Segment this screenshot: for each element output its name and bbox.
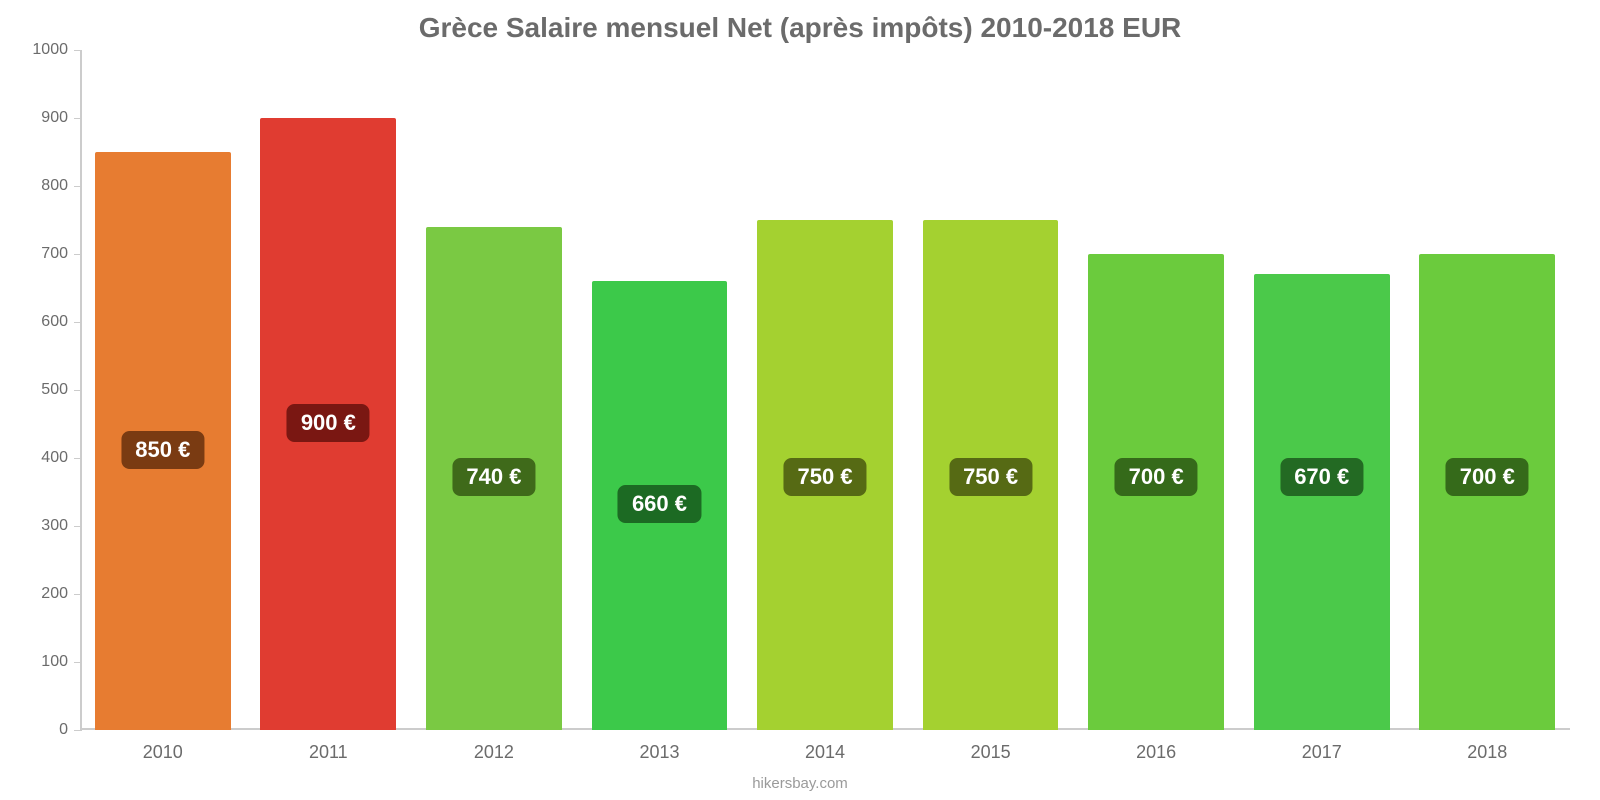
y-axis-label: 0 bbox=[59, 721, 68, 739]
y-axis-label: 600 bbox=[41, 313, 68, 331]
x-axis-label: 2013 bbox=[639, 742, 679, 763]
bar-slot: 750 €2015 bbox=[908, 50, 1074, 730]
bar-value-label: 670 € bbox=[1280, 458, 1363, 496]
bar-value-label: 700 € bbox=[1446, 458, 1529, 496]
bar-value-label: 900 € bbox=[287, 404, 370, 442]
x-axis-label: 2014 bbox=[805, 742, 845, 763]
chart-container: Grèce Salaire mensuel Net (après impôts)… bbox=[0, 0, 1600, 800]
y-axis-label: 700 bbox=[41, 245, 68, 263]
y-axis-label: 900 bbox=[41, 109, 68, 127]
bar-slot: 850 €2010 bbox=[80, 50, 246, 730]
bar-value-label: 750 € bbox=[949, 458, 1032, 496]
x-axis-label: 2010 bbox=[143, 742, 183, 763]
bar-slot: 740 €2012 bbox=[411, 50, 577, 730]
x-axis-label: 2018 bbox=[1467, 742, 1507, 763]
bar-slot: 750 €2014 bbox=[742, 50, 908, 730]
y-axis-label: 500 bbox=[41, 381, 68, 399]
x-axis-label: 2012 bbox=[474, 742, 514, 763]
bar-slot: 900 €2011 bbox=[246, 50, 412, 730]
bar-slot: 670 €2017 bbox=[1239, 50, 1405, 730]
x-axis-label: 2011 bbox=[309, 742, 348, 763]
y-axis-label: 1000 bbox=[32, 41, 68, 59]
chart-title: Grèce Salaire mensuel Net (après impôts)… bbox=[0, 12, 1600, 44]
bar-value-label: 700 € bbox=[1115, 458, 1198, 496]
bar-slot: 660 €2013 bbox=[577, 50, 743, 730]
plot-area: 01002003004005006007008009001000 850 €20… bbox=[80, 50, 1570, 730]
bar-slot: 700 €2018 bbox=[1405, 50, 1571, 730]
chart-footer: hikersbay.com bbox=[0, 775, 1600, 792]
bar-value-label: 750 € bbox=[784, 458, 867, 496]
x-axis-label: 2017 bbox=[1302, 742, 1342, 763]
y-axis-label: 200 bbox=[41, 585, 68, 603]
x-axis-label: 2016 bbox=[1136, 742, 1176, 763]
y-axis-label: 400 bbox=[41, 449, 68, 467]
y-axis-label: 100 bbox=[41, 653, 68, 671]
bar-value-label: 850 € bbox=[121, 431, 204, 469]
bars-group: 850 €2010900 €2011740 €2012660 €2013750 … bbox=[80, 50, 1570, 730]
y-tick bbox=[74, 730, 82, 731]
y-axis-label: 800 bbox=[41, 177, 68, 195]
x-axis-label: 2015 bbox=[971, 742, 1011, 763]
bar-slot: 700 €2016 bbox=[1073, 50, 1239, 730]
y-axis-label: 300 bbox=[41, 517, 68, 535]
bar bbox=[1254, 274, 1390, 730]
bar-value-label: 740 € bbox=[452, 458, 535, 496]
bar-value-label: 660 € bbox=[618, 485, 701, 523]
